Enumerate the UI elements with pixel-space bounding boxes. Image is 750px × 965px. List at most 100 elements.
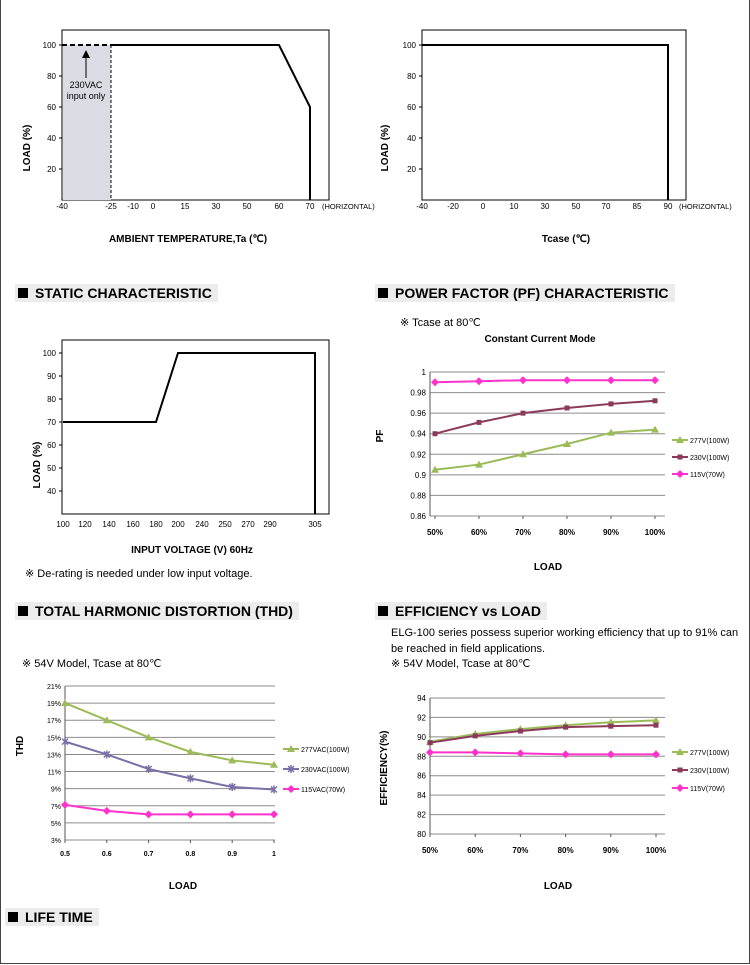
y-tick-label: 13% [47, 752, 61, 759]
data-point [287, 745, 295, 752]
data-point [651, 425, 659, 433]
data-point [61, 737, 69, 746]
data-point [186, 747, 195, 755]
y-axis-label: EFFICIENCY(%) [379, 731, 390, 806]
data-point [471, 748, 480, 757]
y-tick-label: 0.88 [410, 491, 426, 500]
x-tick-label: 50% [422, 846, 438, 855]
data-point [228, 782, 236, 791]
series-line [64, 740, 275, 791]
x-tick-label: -25 [105, 202, 117, 211]
x-tick-label: 270 [241, 520, 255, 529]
y-axis-label: LOAD (%) [22, 125, 33, 172]
y-tick-label: 40 [407, 134, 416, 143]
y-tick-label: 80 [47, 72, 56, 81]
y-tick-label: 60 [407, 103, 416, 112]
thd-model-note: ※ 54V Model, Tcase at 80℃ [22, 658, 162, 670]
series-line [434, 399, 656, 435]
data-point [519, 376, 527, 385]
legend-label: 115V(70W) [690, 472, 725, 479]
data-point [103, 750, 111, 759]
y-tick-label: 40 [47, 487, 56, 496]
data-point [431, 465, 439, 473]
efficiency-description-line2: be reached in field applications. [391, 643, 546, 655]
heading-thd: TOTAL HARMONIC DISTORTION (THD) [15, 602, 299, 620]
y-tick-label: 82 [417, 811, 426, 820]
x-tick-label: 180 [149, 520, 163, 529]
data-point [270, 810, 278, 819]
data-point [427, 740, 433, 746]
y-tick-label: 84 [417, 791, 426, 800]
plot-frame [61, 339, 330, 515]
x-axis-suffix: (HORIZONTAL) [679, 202, 732, 211]
x-tick-label: 0 [151, 202, 156, 211]
y-tick-label: 0.92 [410, 450, 426, 459]
data-point [652, 716, 660, 724]
data-point [61, 699, 69, 707]
y-tick-label: 0.86 [410, 512, 426, 521]
x-tick-label: 120 [78, 520, 92, 529]
efficiency-description-line1: ELG-100 series possess superior working … [391, 627, 739, 639]
x-axis-label: LOAD [534, 562, 562, 573]
y-tick-label: 100 [403, 41, 417, 50]
x-tick-label: 0.8 [186, 851, 196, 858]
y-tick-label: 50 [47, 464, 56, 473]
y-tick-label: 1 [422, 368, 427, 377]
x-tick-label: 80% [558, 846, 574, 855]
y-tick-label: 0.96 [410, 409, 426, 418]
data-point [607, 376, 615, 385]
legend-label: 230V(100W) [690, 768, 729, 775]
data-point [563, 440, 571, 447]
y-axis-label: LOAD (%) [380, 125, 391, 172]
x-tick-label: 1 [272, 851, 276, 858]
y-tick-label: 3% [51, 838, 61, 845]
x-tick-label: 85 [633, 202, 642, 211]
legend-label: 115V(70W) [690, 786, 725, 793]
x-tick-label: 100 [56, 520, 70, 529]
x-tick-label: 100% [645, 528, 665, 537]
series-line [434, 428, 656, 471]
data-point [677, 767, 683, 773]
data-point [652, 750, 660, 759]
y-tick-label: 17% [47, 718, 61, 725]
data-point [426, 748, 434, 757]
y-tick-label: 88 [417, 752, 426, 761]
series-line [430, 751, 656, 756]
data-point [145, 764, 153, 773]
y-axis-label: PF [375, 430, 386, 443]
legend-label: 230VAC(100W) [301, 767, 350, 774]
chart-thd: 3% 5% 7% 9% 11% 13% 15% 17% 19% 21% 0.5 0.6 0.7 0.8 0.… [15, 684, 350, 892]
data-point [677, 454, 683, 460]
data-point [606, 718, 615, 726]
x-tick-label: 0.6 [102, 851, 112, 858]
x-tick-label: 70 [306, 202, 315, 211]
efficiency-description: ELG-100 series possess superior working … [391, 625, 750, 657]
y-tick-label: 86 [417, 772, 426, 781]
y-tick-label: 0.98 [410, 389, 426, 398]
x-axis-label: AMBIENT TEMPERATURE,Ta (℃) [109, 234, 267, 245]
x-tick-label: 60 [275, 202, 284, 211]
x-axis-label: Tcase (℃) [542, 234, 590, 245]
data-point [144, 810, 153, 819]
x-tick-label: 250 [218, 520, 232, 529]
heading-life-time: LIFE TIME [5, 908, 99, 926]
data-point [651, 376, 659, 385]
data-point [270, 760, 278, 768]
static-curve [63, 352, 316, 514]
data-point [563, 376, 571, 385]
efficiency-model-note: ※ 54V Model, Tcase at 80℃ [391, 658, 531, 670]
data-point [516, 749, 525, 758]
x-tick-label: 100% [646, 846, 666, 855]
shaded-region [63, 45, 111, 200]
data-point [475, 460, 483, 468]
x-tick-label: 80% [559, 528, 575, 537]
data-point [287, 765, 295, 773]
heading-efficiency: EFFICIENCY vs LOAD [375, 602, 547, 620]
x-tick-label: 50 [243, 202, 252, 211]
x-tick-label: 70% [512, 846, 528, 855]
data-point [608, 723, 614, 729]
pf-tcase-note: ※ Tcase at 80℃ [400, 317, 481, 329]
legend-label: 277V(100W) [690, 750, 729, 757]
data-point [270, 785, 278, 794]
y-tick-label: 0.94 [410, 430, 426, 439]
